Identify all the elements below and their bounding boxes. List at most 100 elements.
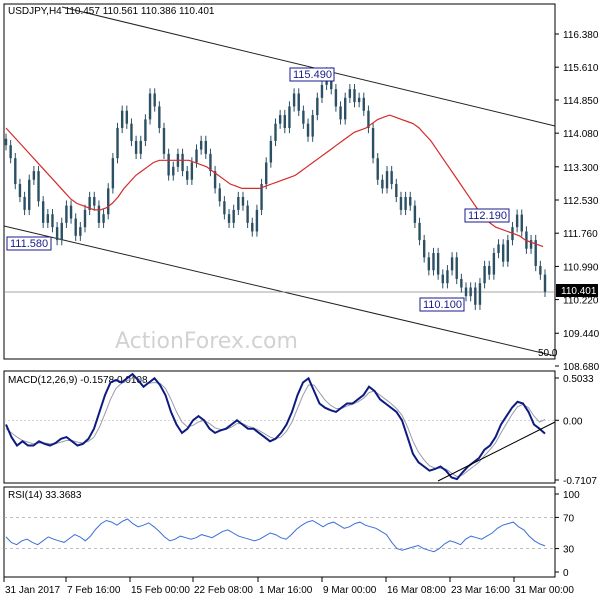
- candle-body: [116, 127, 119, 159]
- candle-body: [227, 214, 231, 223]
- channel-lower-line: [3, 225, 556, 357]
- price-panel: USDJPY,H4 110.457 110.561 110.386 110.40…: [3, 3, 600, 373]
- candle-body: [213, 171, 217, 189]
- candle-body: [427, 257, 431, 271]
- candle-body: [97, 205, 101, 223]
- candle-body: [488, 265, 491, 275]
- candle-body: [306, 123, 310, 137]
- annotation-high-112190: 112.190: [468, 210, 507, 222]
- candle-body: [534, 240, 537, 266]
- price-y-tick-label: 109.440: [563, 329, 600, 340]
- candle-body: [376, 158, 379, 180]
- price-annotations: 115.490 112.190 111.580 110.100 50.0: [6, 67, 558, 359]
- candle-body: [292, 93, 296, 107]
- candle-body: [348, 89, 352, 98]
- candle-body: [32, 171, 36, 180]
- price-channel: [3, 6, 556, 357]
- candle-body: [381, 179, 384, 189]
- price-y-tick-label: 110.990: [563, 262, 599, 273]
- candle-body: [464, 287, 468, 297]
- macd-lines: [4, 372, 556, 482]
- candle-body: [316, 97, 319, 116]
- candle-body: [320, 84, 324, 98]
- candle-body: [158, 106, 161, 128]
- candle-body: [251, 222, 254, 232]
- rsi-y-tick-label: 0: [563, 568, 569, 579]
- candle-body: [28, 179, 31, 210]
- rsi-header: RSI(14) 33.3683: [8, 490, 82, 501]
- candle-body: [181, 153, 184, 172]
- candle-body: [343, 97, 347, 120]
- candle-body: [469, 287, 472, 297]
- candle-body: [55, 227, 59, 241]
- candle-body: [260, 184, 263, 210]
- price-y-tick-label: 111.760: [563, 229, 598, 240]
- macd-main-line: [5, 372, 546, 481]
- candle-body: [255, 209, 259, 232]
- price-header: USDJPY,H4 110.457 110.561 110.386 110.40…: [8, 6, 215, 17]
- x-axis: 31 Jan 2017 7 Feb 16:00 15 Feb 00:00 22 Feb…: [3, 577, 574, 596]
- price-y-tick-label: 114.080: [563, 129, 599, 140]
- last-price-label: 110.401: [561, 286, 597, 297]
- candle-body: [302, 110, 305, 124]
- candle-body: [9, 145, 12, 159]
- candle-body: [102, 214, 105, 223]
- candle-body: [139, 140, 142, 154]
- candle-body: [367, 110, 370, 128]
- candle-body: [543, 274, 547, 292]
- candle-body: [278, 115, 282, 124]
- rsi-panel: RSI(14) 33.3683 100 70 30 0: [3, 486, 580, 579]
- candle-body: [46, 214, 50, 223]
- watermark: ActionForex.com: [115, 329, 298, 354]
- sma-line: [5, 114, 544, 248]
- candle-body: [111, 158, 115, 189]
- x-tick-label: 9 Mar 00:00: [323, 585, 377, 596]
- candle-body: [125, 110, 129, 124]
- macd-signal-line: [5, 377, 546, 478]
- candle-body: [172, 166, 175, 176]
- macd-y-axis: 0.5033 0.00 -0.7107: [555, 374, 597, 487]
- macd-y-tick-label: -0.7107: [563, 476, 597, 487]
- price-y-tick-label: 110.220: [563, 296, 599, 307]
- rsi-y-tick-label: 30: [563, 545, 575, 556]
- candle-body: [246, 205, 249, 223]
- candle-body: [223, 201, 226, 215]
- rsi-panel-frame: [3, 486, 556, 578]
- price-y-tick-label: 115.610: [563, 63, 599, 74]
- candle-body: [107, 188, 110, 215]
- macd-panel-frame: [3, 370, 556, 484]
- candle-body: [79, 227, 82, 236]
- candle-body: [148, 93, 152, 120]
- candle-body: [60, 222, 63, 241]
- candle-body: [288, 106, 291, 128]
- candle-body: [460, 278, 463, 288]
- candle-body: [241, 196, 245, 206]
- x-tick-label: 16 Mar 08:00: [387, 585, 446, 596]
- price-y-tick-label: 108.680: [563, 362, 600, 373]
- candle-body: [497, 244, 500, 254]
- price-y-tick-label: 116.380: [563, 30, 599, 41]
- candle-body: [18, 184, 22, 197]
- candle-body: [14, 158, 17, 185]
- candle-body: [4, 138, 8, 146]
- candle-body: [353, 89, 356, 103]
- candle-body: [74, 218, 77, 236]
- candle-body: [232, 209, 235, 223]
- annotation-50: 50.0: [538, 348, 558, 359]
- candle-body: [334, 89, 338, 107]
- candle-body: [130, 123, 133, 141]
- candle-body: [506, 240, 510, 262]
- macd-trendline: [437, 421, 556, 482]
- candle-body: [51, 214, 54, 228]
- candle-body: [395, 184, 398, 197]
- price-y-tick-label: 114.850: [563, 96, 599, 107]
- candle-body: [297, 93, 300, 111]
- candle-body: [167, 153, 170, 176]
- candle-body: [23, 196, 26, 210]
- candle-body: [199, 140, 203, 150]
- candle-body: [483, 265, 486, 284]
- rsi-y-tick-label: 100: [563, 490, 580, 501]
- macd-panel: MACD(12,26,9) -0.1578 0.0108 0.5033 0.00 -…: [3, 370, 597, 487]
- annotation-low-110100-box: [419, 297, 465, 312]
- price-panel-frame: [3, 3, 556, 360]
